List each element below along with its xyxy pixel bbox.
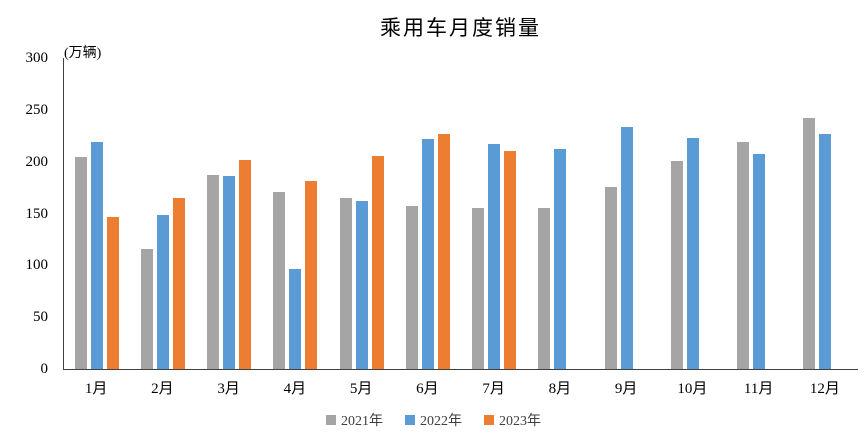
x-tick-label: 9月: [614, 381, 638, 397]
bar-2022年-8月: [554, 148, 567, 369]
bar-2021年-4月: [273, 192, 286, 369]
bar-2023年-6月: [437, 133, 450, 369]
y-tick-label: 150: [25, 205, 49, 222]
legend-label: 2021年: [341, 414, 383, 429]
legend-label: 2023年: [499, 414, 541, 429]
bar-2021年-5月: [339, 198, 352, 369]
x-tick-label: 11月: [743, 381, 774, 397]
bar-2021年-10月: [670, 160, 683, 369]
legend-swatch-icon: [405, 415, 415, 425]
bar-2022年-7月: [488, 143, 500, 369]
bar-2022年-9月: [620, 127, 633, 369]
legend-item-2021年: 2021年: [326, 410, 383, 430]
bar-2022年-3月: [223, 175, 235, 369]
legend-item-2023年: 2023年: [484, 410, 541, 430]
bar-2023年-5月: [371, 156, 384, 369]
bar-2021年-8月: [538, 208, 551, 369]
x-tick-label: 7月: [482, 381, 505, 397]
x-tick-label: 5月: [349, 381, 373, 397]
y-tick-label: 100: [25, 257, 49, 274]
legend-swatch-icon: [484, 415, 494, 425]
bar-2021年-11月: [737, 141, 749, 369]
y-axis-line: [63, 58, 64, 370]
bar-2022年-6月: [421, 138, 434, 369]
bar-2022年-1月: [90, 142, 103, 369]
x-tick-label: 8月: [548, 381, 572, 397]
x-tick-label: 10月: [677, 381, 708, 397]
y-tick-label: 0: [40, 361, 49, 377]
chart-title: 乘用车月度销量: [380, 16, 541, 40]
bar-2023年-7月: [504, 151, 516, 369]
x-axis-line: [63, 369, 858, 370]
bar-2022年-12月: [819, 134, 832, 369]
x-tick-label: 3月: [217, 381, 240, 397]
y-tick-label: 250: [25, 101, 49, 118]
bar-2022年-11月: [753, 153, 765, 369]
bar-2021年-9月: [604, 187, 617, 369]
x-tick-label: 6月: [416, 381, 439, 397]
x-tick-label: 2月: [151, 381, 174, 397]
bar-2023年-1月: [106, 216, 119, 369]
legend-label: 2022年: [420, 414, 462, 429]
legend-swatch-icon: [326, 415, 336, 425]
bar-2023年-2月: [172, 197, 185, 369]
bar-2021年-6月: [405, 206, 418, 369]
chart-legend: 2021年 2022年 2023年: [0, 410, 867, 430]
bar-2023年-4月: [305, 181, 318, 369]
bar-2022年-5月: [355, 200, 368, 369]
x-tick-label: 4月: [283, 381, 307, 397]
y-axis-unit-label: (万辆): [64, 46, 102, 61]
y-tick-label: 50: [33, 309, 48, 326]
bar-2021年-3月: [207, 174, 219, 369]
bar-2021年-2月: [140, 249, 153, 369]
y-tick-label: 300: [25, 50, 49, 66]
bar-2022年-2月: [156, 214, 169, 369]
legend-item-2022年: 2022年: [405, 410, 462, 430]
x-tick-label: 1月: [84, 381, 108, 397]
y-tick-label: 200: [25, 153, 49, 170]
bar-2021年-1月: [74, 157, 87, 369]
x-tick-label: 12月: [809, 381, 840, 397]
bar-2022年-10月: [686, 137, 699, 369]
bar-2021年-7月: [472, 208, 484, 369]
bar-2023年-3月: [239, 159, 251, 369]
bar-2022年-4月: [289, 268, 302, 369]
bar-2021年-12月: [803, 117, 816, 369]
